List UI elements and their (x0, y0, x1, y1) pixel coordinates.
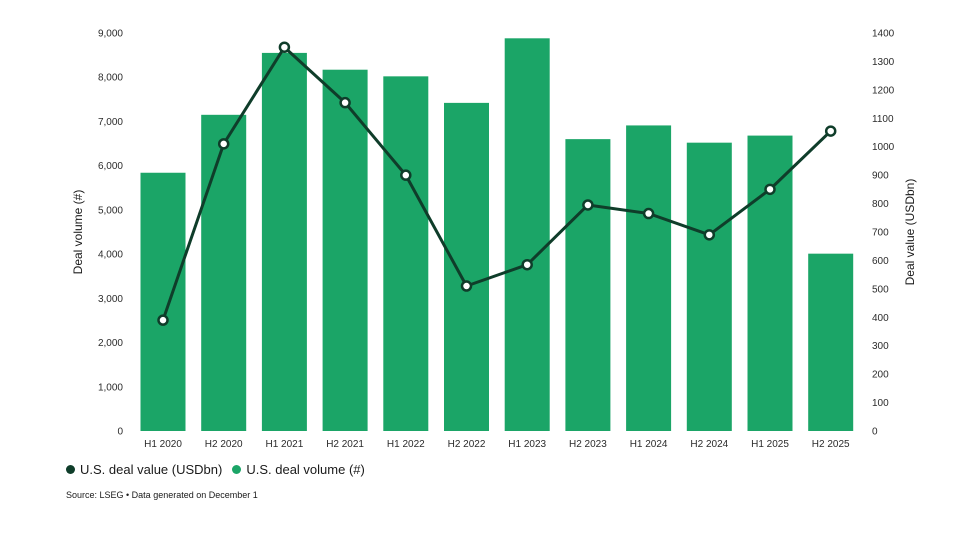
value-point-h2-2020 (217, 138, 230, 150)
right-tick-label: 600 (872, 256, 889, 267)
value-point-h1-2022 (400, 169, 412, 181)
legend-item-volume: U.S. deal volume (#) (232, 462, 365, 477)
value-point-h1-2021 (278, 41, 291, 53)
x-tick-label: H2 2020 (205, 439, 243, 450)
right-tick-label: 500 (872, 284, 889, 295)
value-point-h1-2023 (521, 258, 533, 271)
bar-h2-2021 (322, 69, 368, 432)
left-tick-label: 1,000 (98, 382, 123, 393)
right-tick-label: 0 (872, 427, 878, 438)
left-tick-label: 3,000 (98, 294, 123, 305)
right-tick-label: 100 (872, 398, 889, 409)
x-tick-label: H2 2024 (690, 439, 728, 450)
x-tick-label: H1 2025 (751, 439, 789, 450)
x-tick-label: H2 2022 (448, 439, 486, 450)
right-tick-label: 1300 (872, 57, 895, 68)
right-axis-title: Deal value (USDbn) (903, 179, 917, 286)
value-line (161, 45, 832, 321)
left-axis-ticks: 0 1,000 2,000 3,000 4,000 5,000 6,000 7,000 8,00… (98, 29, 123, 438)
legend-dot-volume (232, 465, 242, 474)
value-point-h2-2024 (703, 229, 716, 241)
bar-h1-2022 (383, 76, 429, 432)
bar-h1-2024 (626, 125, 672, 432)
bar-h2-2023 (565, 139, 611, 431)
x-tick-label: H1 2023 (508, 439, 546, 450)
left-tick-label: 8,000 (98, 73, 123, 84)
bar-h1-2021 (261, 52, 307, 432)
x-tick-label: H2 2021 (326, 439, 364, 450)
value-point-h1-2024 (642, 207, 655, 220)
bar-h1-2020 (140, 172, 186, 431)
value-point-h2-2022 (460, 280, 473, 292)
x-tick-label: H1 2022 (387, 439, 425, 450)
x-tick-label: H2 2025 (812, 439, 850, 450)
bars-group (140, 38, 854, 432)
value-point-h2-2025 (824, 125, 837, 137)
source-note: Source: LSEG • Data generated on Decembe… (66, 490, 258, 500)
legend: U.S. deal value (USDbn) U.S. deal volume… (66, 462, 375, 477)
legend-dot-value (66, 465, 75, 474)
right-tick-label: 1100 (872, 114, 894, 125)
left-tick-label: 2,000 (98, 338, 123, 349)
right-tick-label: 800 (872, 199, 889, 210)
bar-h1-2025 (747, 135, 793, 431)
x-tick-label: H2 2023 (569, 439, 607, 450)
legend-label-value: U.S. deal value (USDbn) (80, 462, 223, 477)
legend-item-value: U.S. deal value (USDbn) (66, 462, 222, 477)
right-tick-label: 1200 (872, 85, 895, 96)
bar-h2-2022 (444, 102, 489, 432)
right-tick-label: 1000 (872, 142, 895, 153)
bar-h1-2023 (504, 38, 550, 431)
bar-h2-2025 (808, 253, 854, 431)
bar-h2-2024 (686, 142, 732, 431)
value-point-h1-2020 (157, 314, 169, 326)
line-group (157, 41, 837, 326)
left-tick-label: 5,000 (98, 205, 123, 216)
left-tick-label: 7,000 (98, 117, 123, 128)
value-point-h2-2021 (339, 96, 351, 109)
value-point-h1-2025 (764, 183, 776, 196)
right-tick-label: 300 (872, 341, 889, 352)
left-tick-label: 9,000 (98, 29, 123, 40)
left-tick-label: 0 (117, 427, 123, 438)
x-axis-ticks: H1 2020 H2 2020 H1 2021 H2 2021 H1 2022 H2 20… (144, 439, 850, 450)
right-tick-label: 200 (872, 370, 889, 381)
right-tick-label: 400 (872, 313, 889, 324)
left-tick-label: 4,000 (98, 250, 123, 261)
x-tick-label: H1 2021 (265, 439, 303, 450)
right-axis-ticks: 0 100 200 300 400 500 600 700 800 900 1000 1100 1200… (872, 29, 895, 438)
right-tick-label: 900 (872, 171, 889, 182)
value-point-h2-2023 (582, 199, 594, 211)
right-tick-label: 700 (872, 228, 889, 239)
x-tick-label: H1 2020 (144, 439, 182, 450)
bar-h2-2020 (201, 114, 247, 432)
legend-label-volume: U.S. deal volume (#) (246, 462, 365, 477)
left-axis-title: Deal volume (#) (71, 190, 85, 275)
left-tick-label: 6,000 (98, 161, 123, 172)
right-tick-label: 1400 (872, 29, 895, 40)
x-tick-label: H1 2024 (630, 439, 668, 450)
